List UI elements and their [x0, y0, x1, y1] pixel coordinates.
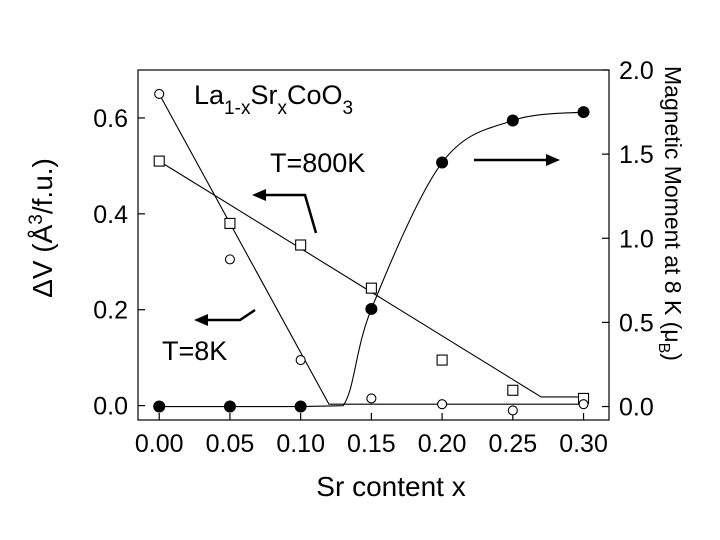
arrow-t8 [194, 308, 256, 326]
x-tick-label-5: 0.25 [488, 430, 537, 458]
y-right-tick-label-1: 0.5 [619, 309, 654, 337]
compound-label: La1-xSrxCoO3 [194, 80, 353, 119]
marker-square-4 [436, 354, 448, 366]
x-tick-label-3: 0.15 [347, 430, 396, 458]
fit-line-0 [158, 160, 584, 398]
marker-square-0 [153, 155, 165, 167]
marker-square-2 [295, 239, 307, 251]
y-right-tick-label-2: 1.0 [619, 225, 654, 253]
marker-open-circle-0 [154, 88, 165, 100]
marker-open-circle-5 [507, 405, 518, 416]
marker-open-circle-3 [366, 393, 377, 404]
y-left-tick-label-3: 0.6 [93, 105, 128, 133]
marker-square-1 [224, 217, 236, 229]
marker-square-5 [507, 384, 519, 396]
y-axis-left-title: ΔV (Å3/f.u.) [26, 158, 58, 298]
marker-open-circle-1 [224, 254, 235, 265]
x-tick-label-1: 0.05 [206, 430, 255, 458]
y-right-tick-label-4: 2.0 [619, 57, 654, 85]
marker-filled-circle-4 [436, 156, 449, 169]
y-left-tick-label-2: 0.4 [93, 201, 128, 229]
annotation-t8: T=8K [162, 336, 227, 366]
y-right-tick-label-3: 1.5 [619, 141, 654, 169]
annotation-t800: T=800K [270, 148, 365, 178]
fit-line-1 [158, 93, 584, 405]
marker-open-circle-4 [437, 399, 448, 410]
marker-open-circle-6 [578, 399, 589, 410]
arrow-t800 [252, 189, 318, 234]
marker-filled-circle-5 [506, 114, 519, 127]
y-left-tick-label-1: 0.2 [93, 297, 128, 325]
x-tick-label-4: 0.20 [418, 430, 467, 458]
marker-open-circle-2 [295, 355, 306, 366]
data-marks [153, 88, 590, 416]
x-tick-label-6: 0.30 [559, 430, 608, 458]
arrow-moment [474, 154, 560, 166]
marker-square-3 [365, 282, 377, 294]
marker-filled-circle-2 [294, 400, 307, 413]
x-tick-label-0: 0.00 [135, 430, 184, 458]
fit-line-2 [159, 111, 584, 408]
plot-frame [137, 69, 610, 421]
y-right-tick-label-0: 0.0 [619, 394, 654, 422]
ticks: 0.00 0.05 0.10 0.15 0.20 0.25 0.30 0.0 0.2 0.4 0.6… [93, 57, 654, 458]
y-axis-right-title: Magnetic Moment at 8 K (μB) [655, 66, 686, 361]
marker-filled-circle-3 [365, 302, 378, 315]
marker-filled-circle-6 [577, 106, 590, 119]
x-axis-title: Sr content x [316, 471, 465, 502]
marker-filled-circle-0 [153, 400, 166, 413]
marker-filled-circle-1 [223, 400, 236, 413]
y-left-tick-label-0: 0.0 [93, 393, 128, 421]
fit-lines [158, 93, 584, 408]
x-tick-label-2: 0.10 [276, 430, 325, 458]
